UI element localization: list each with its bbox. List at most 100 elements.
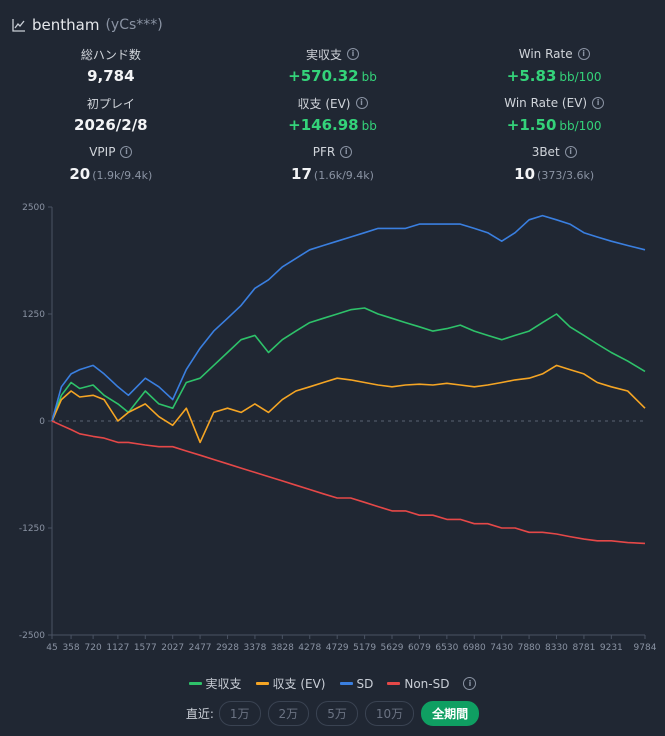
- stat-total-hands: 総ハンド数 9,784: [0, 46, 222, 95]
- x-tick-label: 4729: [326, 643, 349, 653]
- x-tick-label: 9784: [634, 643, 657, 653]
- stats-row: 総ハンド数 9,784 実収支 i +570.32 bb Win Rate i +5.…: [0, 46, 665, 95]
- stat-unit: bb/100: [559, 119, 602, 133]
- legend-item-sd[interactable]: SD: [339, 676, 374, 691]
- y-tick-label: -1250: [19, 524, 45, 534]
- legend-item-actual[interactable]: 実収支: [188, 675, 242, 692]
- info-icon[interactable]: i: [564, 146, 577, 158]
- stat-ev-profit: 収支 (EV) i +146.98 bb: [222, 95, 444, 144]
- range-selector: 直近: 1万 2万 5万 10万 全期間: [0, 701, 665, 726]
- legend-swatch: [255, 682, 269, 685]
- x-tick-label: 5179: [353, 643, 376, 653]
- stat-extra: (1.9k/9.4k): [92, 169, 153, 182]
- x-tick-label: 4278: [298, 643, 321, 653]
- stat-label: 収支 (EV): [297, 96, 351, 111]
- y-tick-label: -2500: [19, 631, 45, 641]
- x-tick-label: 2477: [189, 643, 212, 653]
- legend-swatch: [188, 682, 202, 685]
- chart-line-icon: [12, 19, 25, 32]
- info-icon[interactable]: i: [340, 146, 353, 158]
- stat-label: 実収支: [306, 47, 343, 62]
- legend-item-ev[interactable]: 収支 (EV): [255, 675, 326, 692]
- stat-label: Win Rate: [518, 47, 573, 61]
- stat-win-rate: Win Rate i +5.83 bb/100: [443, 46, 665, 95]
- stat-actual-profit: 実収支 i +570.32 bb: [222, 46, 444, 95]
- x-tick-label: 45: [46, 643, 57, 653]
- range-button-10k[interactable]: 1万: [218, 701, 261, 726]
- stat-value: 9,784: [87, 67, 135, 85]
- legend-swatch: [339, 682, 353, 685]
- player-name: bentham: [32, 16, 100, 34]
- info-icon[interactable]: i: [355, 97, 368, 109]
- player-header: bentham (yCs***): [12, 16, 163, 34]
- stat-unit: bb: [361, 70, 377, 84]
- stat-unit: bb/100: [559, 70, 602, 84]
- chart-legend: 実収支 収支 (EV) SD Non-SD i: [0, 675, 665, 692]
- stat-unit: bb: [361, 119, 377, 133]
- series-line-non-sd: [51, 420, 646, 545]
- legend-label: Non-SD: [404, 676, 450, 691]
- x-tick-label: 1127: [106, 643, 129, 653]
- range-label: 直近:: [185, 707, 214, 721]
- stat-label: 総ハンド数: [80, 47, 141, 62]
- stats-row: 初プレイ 2026/2/8 収支 (EV) i +146.98 bb Win Rat…: [0, 95, 665, 144]
- range-button-20k[interactable]: 2万: [267, 701, 310, 726]
- stat-label: 3Bet: [531, 145, 560, 159]
- series-line-ev: [51, 364, 646, 444]
- info-icon[interactable]: i: [592, 97, 605, 109]
- info-icon[interactable]: i: [577, 48, 590, 60]
- x-tick-label: 2928: [216, 643, 239, 653]
- x-tick-label: 7430: [490, 643, 513, 653]
- y-tick-label: 1250: [22, 310, 45, 320]
- x-tick-label: 3828: [271, 643, 294, 653]
- stat-label: PFR: [312, 145, 336, 159]
- stat-label: VPIP: [89, 145, 116, 159]
- x-tick-label: 8330: [545, 643, 568, 653]
- x-tick-label: 8781: [572, 643, 595, 653]
- info-icon[interactable]: i: [120, 146, 133, 158]
- stats-grid: 総ハンド数 9,784 実収支 i +570.32 bb Win Rate i +5.…: [0, 46, 665, 193]
- y-tick-label: 2500: [22, 203, 45, 213]
- x-tick-label: 7880: [518, 643, 541, 653]
- x-tick-label: 9231: [600, 643, 623, 653]
- x-tick-label: 6980: [463, 643, 486, 653]
- info-icon[interactable]: i: [463, 677, 477, 690]
- stat-3bet: 3Bet i 10 (373/3.6k): [443, 144, 665, 193]
- series-line-actual: [51, 307, 646, 422]
- x-tick-label: 2027: [161, 643, 184, 653]
- stat-label: 初プレイ: [86, 96, 135, 111]
- legend-label: SD: [356, 676, 374, 691]
- legend-swatch: [387, 682, 401, 685]
- stat-value: 20: [69, 165, 91, 183]
- stat-extra: (373/3.6k): [537, 169, 595, 182]
- stat-first-play: 初プレイ 2026/2/8: [0, 95, 222, 144]
- range-button-all[interactable]: 全期間: [421, 701, 480, 726]
- range-button-100k[interactable]: 10万: [364, 701, 415, 726]
- x-tick-label: 6079: [408, 643, 431, 653]
- stat-extra: (1.6k/9.4k): [313, 169, 374, 182]
- stat-win-rate-ev: Win Rate (EV) i +1.50 bb/100: [443, 95, 665, 144]
- stat-value: 10: [514, 165, 536, 183]
- stat-pfr: PFR i 17 (1.6k/9.4k): [222, 144, 444, 193]
- x-tick-label: 5629: [381, 643, 404, 653]
- range-button-50k[interactable]: 5万: [316, 701, 358, 726]
- player-id: (yCs***): [105, 17, 163, 33]
- info-icon[interactable]: i: [347, 48, 360, 60]
- series-line-sd: [51, 214, 646, 422]
- stat-value: 17: [291, 165, 312, 183]
- stat-value: +1.50: [506, 116, 557, 134]
- legend-item-non-sd[interactable]: Non-SD: [387, 677, 449, 691]
- x-tick-label: 358: [62, 643, 79, 653]
- y-tick-label: 0: [39, 417, 45, 427]
- stat-value: +146.98: [288, 116, 359, 134]
- x-tick-label: 3378: [243, 643, 266, 653]
- stat-label: Win Rate (EV): [504, 96, 588, 110]
- legend-label: 収支 (EV): [272, 677, 326, 691]
- x-tick-label: 720: [85, 643, 102, 653]
- x-tick-label: 1577: [134, 643, 157, 653]
- stat-value: +5.83: [506, 67, 557, 85]
- legend-label: 実収支: [205, 677, 242, 691]
- stats-row: VPIP i 20 (1.9k/9.4k) PFR i 17 (1.6k/9.4k) 3…: [0, 144, 665, 193]
- x-tick-label: 6530: [435, 643, 458, 653]
